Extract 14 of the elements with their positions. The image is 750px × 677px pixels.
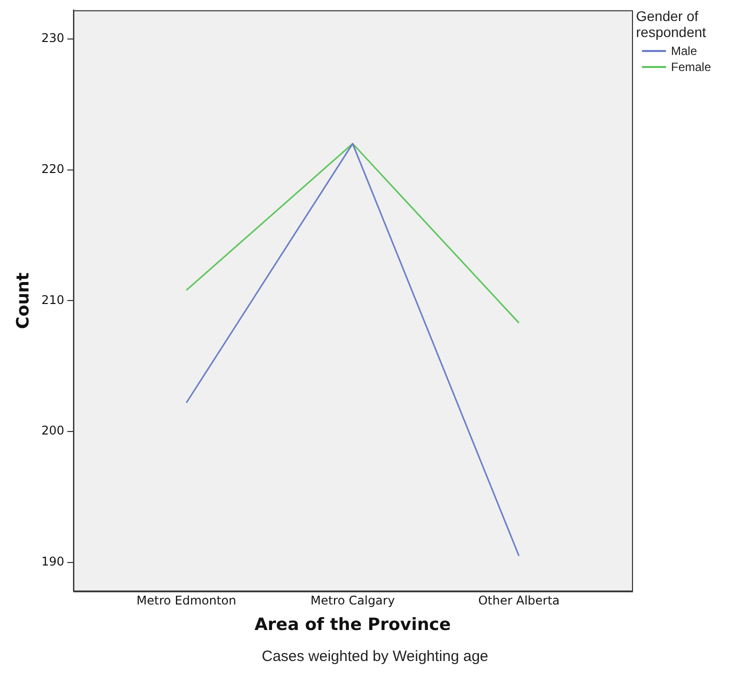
y-tick-label: 190 <box>41 554 64 569</box>
legend-title: Gender of respondent <box>636 8 708 40</box>
x-tick-label: Metro Calgary <box>310 594 395 608</box>
legend-label: Female <box>671 60 712 74</box>
y-tick-label: 230 <box>41 31 64 46</box>
y-tick-label: 210 <box>41 292 64 307</box>
y-axis-title: Count <box>14 272 34 329</box>
x-axis-title: Area of the Province <box>254 615 451 636</box>
y-tick-label: 200 <box>41 424 64 438</box>
y-tick-label: 220 <box>41 162 64 176</box>
x-tick-label: Metro Edmonton <box>136 594 236 608</box>
legend-label: Male <box>671 44 698 58</box>
text: Cases weighted by Weighting age <box>260 648 490 665</box>
x-tick-label: Other Alberta <box>478 594 560 608</box>
